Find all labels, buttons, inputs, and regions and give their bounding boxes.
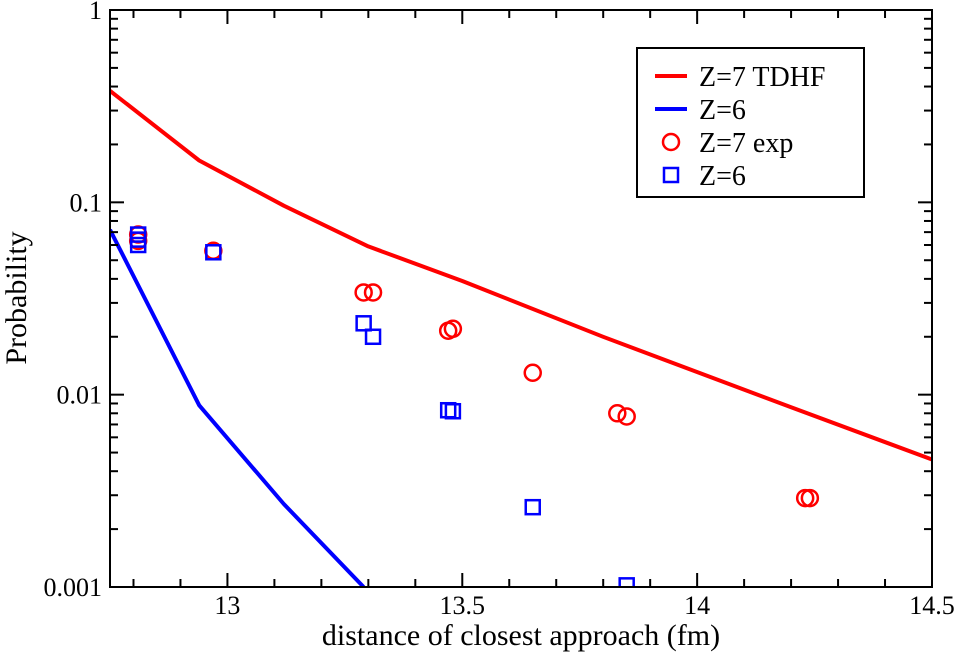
plot-frame — [109, 9, 933, 588]
series-line-z-7-tdhf — [110, 89, 932, 462]
x-tick-label: 13.5 — [440, 591, 486, 620]
data-point-square-z-6 — [524, 498, 541, 516]
legend-label: Z=7 exp — [699, 128, 793, 159]
y-tick-label: 0.01 — [57, 381, 103, 410]
y-axis-title: Probability — [0, 231, 33, 364]
data-point-square-z-6 — [205, 244, 222, 261]
y-tick-label: 1 — [89, 0, 102, 25]
data-point-square-z-6 — [355, 315, 372, 332]
legend-swatch-square — [662, 166, 680, 184]
y-tick-label: 0.001 — [44, 573, 103, 602]
data-point-square-z-6 — [444, 402, 462, 420]
data-point-circle-z-7-exp — [795, 488, 815, 508]
legend-label: Z=6 — [699, 95, 746, 126]
data-point-circle-z-7-exp — [800, 488, 820, 508]
data-point-circle-z-7-exp — [617, 407, 636, 426]
data-point-square-z-6 — [618, 577, 635, 587]
data-point-circle-z-7-exp — [523, 363, 542, 383]
plot-area — [110, 89, 932, 587]
data-point-square-z-6 — [129, 236, 147, 254]
y-tick-label: 0.1 — [70, 188, 103, 217]
legend-box — [636, 47, 865, 198]
x-tick-label: 14.5 — [909, 591, 955, 620]
x-tick-label: 13 — [214, 591, 240, 620]
x-tick-label: 14 — [684, 591, 710, 620]
plot-layer — [110, 89, 932, 587]
data-point-square-z-6 — [364, 328, 382, 346]
legend-label: Z=6 — [699, 161, 746, 192]
legend-swatch-circle — [661, 132, 681, 152]
data-point-circle-z-7-exp — [363, 283, 383, 302]
data-point-circle-z-7-exp — [443, 319, 463, 339]
data-point-circle-z-7-exp — [608, 404, 627, 423]
ticks-layer: 13 13.5 14 14.5 0.001 0.01 0.1 1 — [44, 0, 955, 620]
data-point-circle-z-7-exp — [354, 283, 373, 302]
legend-label: Z=7 TDHF — [699, 62, 826, 93]
series-line-z-6 — [110, 228, 366, 587]
x-axis-title: distance of closest approach (fm) — [322, 619, 720, 652]
